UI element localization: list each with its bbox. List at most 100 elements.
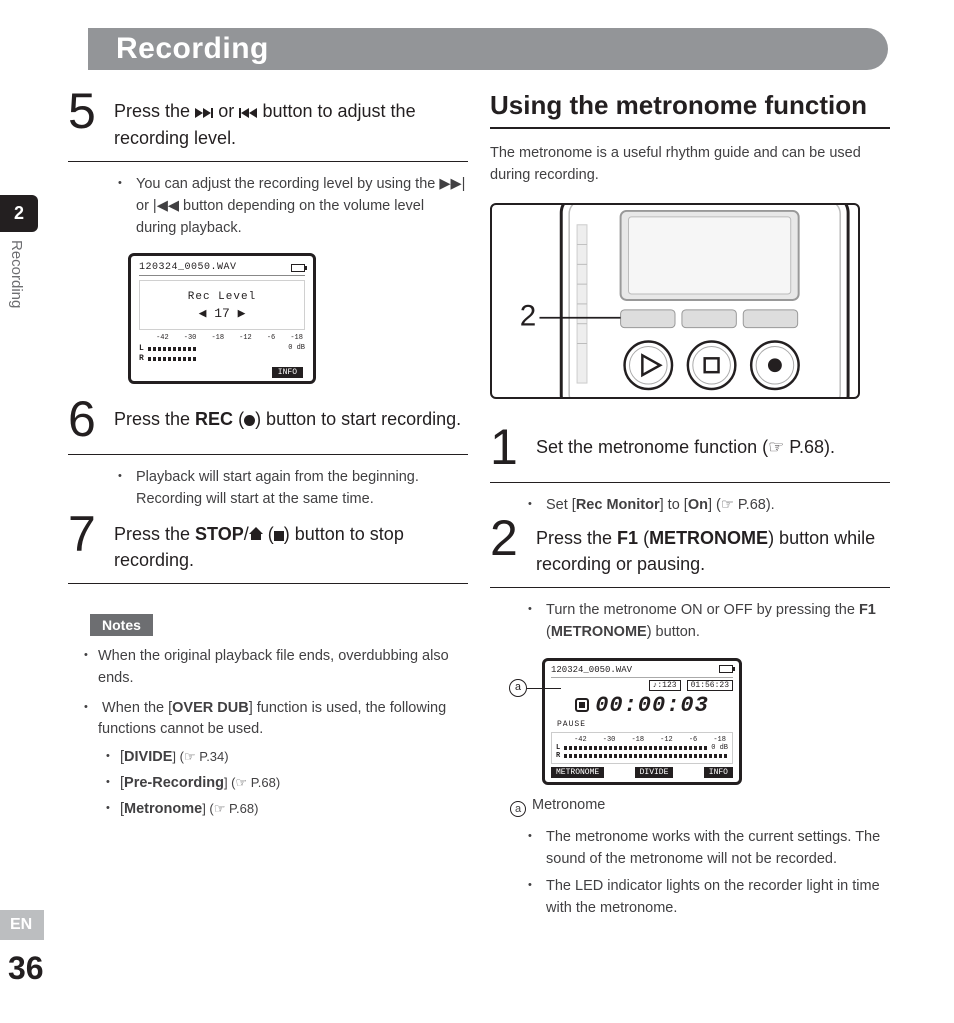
func: Metronome [124,801,202,817]
step-number: 1 [490,422,536,472]
right-column: Using the metronome function The metrono… [490,90,890,926]
text: The metronome works with the current set… [546,829,880,867]
lcd-topbar: 120324_0050.WAV [551,665,733,678]
lcd-meters: -42 -30 -18 -12 -6 -18 L0 dB R [139,334,305,364]
section-title: Recording [116,32,269,66]
text: Turn the metronome ON or OFF by pressing… [546,602,859,618]
step-5-bullets: You can adjust the recording level by us… [68,174,468,239]
pause-icon [575,698,589,712]
step-6-text: Press the REC () button to start recordi… [114,398,461,444]
step-1: 1 Set the metronome function (☞ P.68). [490,426,890,472]
text: Press the [114,409,195,429]
text: ] (☞ P.68). [708,497,775,513]
record-icon [244,415,255,426]
f1-label: F1 [617,528,638,548]
metronome-label: METRONOME [649,528,768,548]
metronome-label: METRONOME [551,624,647,640]
text: When the [ [102,700,172,716]
notes-heading: Notes [90,614,153,636]
overdub-label: OVER DUB [172,700,249,716]
lcd-elapsed: 00:00:03 [595,693,709,718]
text: Playback will start again from the begin… [136,469,419,507]
softkey-info: INFO [704,767,733,778]
text: Press the [114,524,195,544]
divider [68,583,468,584]
step-2-text: Press the F1 (METRONOME) button while re… [536,517,890,577]
metronome-notes: The metronome works with the current set… [490,827,890,920]
divider [490,587,890,588]
subnote: [Pre-Recording] (☞ P.68) [120,773,468,795]
step-2-bullets: Turn the metronome ON or OFF by pressing… [490,600,890,644]
rec-monitor-label: Rec Monitor [576,497,660,513]
language-badge: EN [0,910,44,940]
step-6-bullets: Playback will start again from the begin… [68,467,468,511]
softkey-divide: DIVIDE [635,767,674,778]
step-number: 2 [490,513,536,577]
subnote: [Metronome] (☞ P.68) [120,799,468,821]
step-number: 6 [68,394,114,444]
chapter-side-label: Recording [8,240,25,308]
divider [68,161,468,162]
callout-a-label-row: aMetronome [490,797,890,817]
chapter-tab: 2 [0,195,38,232]
step-7-text: Press the STOP/ () button to stop record… [114,513,468,573]
notes-list: When the original playback file ends, ov… [68,646,468,820]
home-icon [249,529,263,541]
text: The LED indicator lights on the recorder… [546,878,880,916]
section-header: Recording [88,28,888,70]
softkey-metronome: METRONOME [551,767,604,778]
step-2: 2 Press the F1 (METRONOME) button while … [490,517,890,577]
func: DIVIDE [124,749,172,765]
lcd-metronome: a 120324_0050.WAV ♪:123 01:56:23 00:00:0… [542,658,742,785]
step-5-text: Press the or button to adjust the record… [114,90,468,151]
device-illustration: 2 [490,203,860,400]
stop-label: STOP [195,524,244,544]
lcd-rec-level: 120324_0050.WAV Rec Level ◀ 17 ▶ -42 -30… [128,253,316,384]
battery-icon [291,264,305,272]
metronome-heading: Using the metronome function [490,90,890,129]
tick: -12 [239,334,252,343]
text: ) button to start recording. [255,409,461,429]
callout-a-label: Metronome [532,797,605,813]
f1-label: F1 [859,602,876,618]
callout-a-icon: a [509,679,527,697]
text: When the original playback file ends, ov… [98,648,449,686]
note: When the original playback file ends, ov… [98,646,468,690]
step-1-text: Set the metronome function (☞ P.68). [536,426,835,472]
tick: -6 [267,334,275,343]
step-6: 6 Press the REC () button to start recor… [68,398,468,444]
bullet: Turn the metronome ON or OFF by pressing… [546,600,890,644]
ref: ] (☞ P.68) [224,775,280,790]
lcd-time: 00:00:03 [551,693,733,720]
text: ) button. [647,624,700,640]
lcd-filename: 120324_0050.WAV [139,262,237,273]
text: or [218,101,239,121]
svg-text:2: 2 [520,299,537,332]
lcd-softkeys: METRONOME DIVIDE INFO [551,767,733,778]
battery-icon [719,665,733,673]
lcd-topbar: 120324_0050.WAV [139,262,305,276]
text: ( [638,528,649,548]
note: When the [OVER DUB] function is used, th… [98,698,468,821]
step-number: 5 [68,86,114,151]
notes-sublist: [DIVIDE] (☞ P.34) [Pre-Recording] (☞ P.6… [98,747,468,820]
lcd-value: ◀ 17 ▶ [140,306,304,321]
step-number: 7 [68,509,114,573]
lcd-bpm: ♪:123 [649,680,681,691]
lcd-softkeys: INFO [139,368,305,377]
divider [490,482,890,483]
rewind-icon [239,99,257,125]
bullet: Set [Rec Monitor] to [On] (☞ P.68). [546,495,890,517]
lcd-status-row: ♪:123 01:56:23 [551,678,733,693]
rec-label: REC [195,409,233,429]
tick: 0 dB [288,344,305,353]
stop-icon [274,531,284,541]
func: Pre-Recording [124,775,224,791]
text: Press the [114,101,195,121]
text: You can adjust the recording level by us… [136,176,465,236]
bullet: The LED indicator lights on the recorder… [546,876,890,920]
subnote: [DIVIDE] (☞ P.34) [120,747,468,769]
bullet: The metronome works with the current set… [546,827,890,871]
step-5: 5 Press the or button to adjust the reco… [68,90,468,151]
step-7: 7 Press the STOP/ () button to stop reco… [68,513,468,573]
